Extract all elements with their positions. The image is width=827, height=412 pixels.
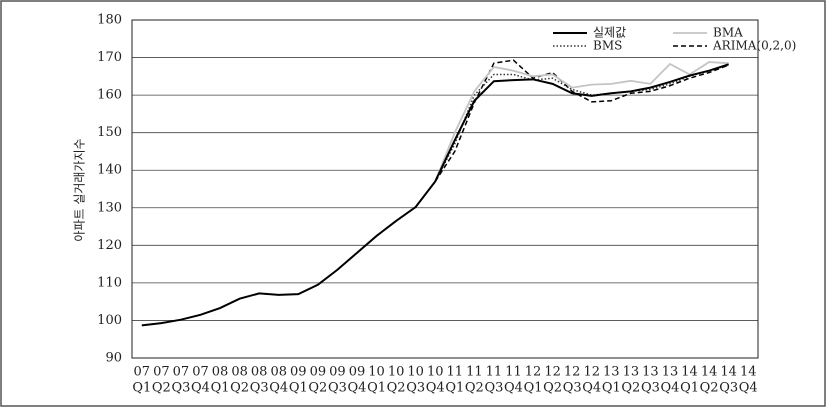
x-tick-label: Q3 xyxy=(719,381,738,396)
x-tick-label: 09 xyxy=(329,365,346,380)
x-tick-label: 12 xyxy=(564,365,581,380)
x-tick-label: 07 xyxy=(173,365,190,380)
x-tick-label: 14 xyxy=(681,365,698,380)
legend-label: ARIMA(0,2,0) xyxy=(712,39,796,53)
x-tick-label: 14 xyxy=(701,365,718,380)
x-tick-label: 13 xyxy=(623,365,640,380)
series-line xyxy=(434,64,729,182)
x-tick-label: 08 xyxy=(251,365,268,380)
x-tick-label: Q2 xyxy=(152,381,171,396)
y-tick-label: 140 xyxy=(97,163,122,178)
x-tick-label: 08 xyxy=(270,365,287,380)
series-line xyxy=(141,63,729,327)
x-tick-label: 12 xyxy=(525,365,542,380)
x-tick-label: Q4 xyxy=(426,381,445,396)
x-tick-label: Q2 xyxy=(465,381,484,396)
x-tick-label: Q4 xyxy=(191,381,210,396)
x-tick-label: Q2 xyxy=(308,381,327,396)
x-tick-label: 08 xyxy=(212,365,229,380)
series-line xyxy=(434,61,729,182)
x-tick-label: 10 xyxy=(427,365,444,380)
x-tick-label: 10 xyxy=(368,365,385,380)
x-tick-label: 10 xyxy=(388,365,405,380)
x-tick-label: 07 xyxy=(192,365,209,380)
y-tick-label: 180 xyxy=(97,13,122,28)
legend-label: BMA xyxy=(713,26,743,40)
x-tick-label: Q1 xyxy=(445,381,464,396)
y-tick-label: 110 xyxy=(97,275,122,290)
x-tick-label: Q3 xyxy=(328,381,347,396)
x-tick-label: Q1 xyxy=(524,381,543,396)
legend-label: 실제값 xyxy=(593,26,626,40)
y-tick-label: 160 xyxy=(97,88,122,103)
x-tick-label: Q1 xyxy=(602,381,621,396)
x-tick-label: Q1 xyxy=(289,381,308,396)
x-tick-label: Q3 xyxy=(563,381,582,396)
x-tick-label: 07 xyxy=(134,365,151,380)
x-tick-label: Q4 xyxy=(504,381,523,396)
legend-label: BMS xyxy=(593,39,622,53)
y-tick-label: 170 xyxy=(97,50,122,65)
x-tick-label: 13 xyxy=(603,365,620,380)
y-tick-label: 90 xyxy=(105,351,122,366)
x-tick-label: Q3 xyxy=(250,381,269,396)
x-tick-label: 09 xyxy=(349,365,366,380)
x-tick-label: Q4 xyxy=(348,381,367,396)
y-tick-label: 150 xyxy=(97,125,122,140)
x-tick-label: 14 xyxy=(740,365,757,380)
x-tick-label: Q3 xyxy=(641,381,660,396)
x-tick-label: Q2 xyxy=(387,381,406,396)
x-tick-label: Q3 xyxy=(406,381,425,396)
x-tick-label: Q4 xyxy=(582,381,601,396)
x-tick-label: Q2 xyxy=(543,381,562,396)
x-tick-label: 12 xyxy=(583,365,600,380)
x-tick-label: 11 xyxy=(486,365,503,380)
x-tick-label: Q4 xyxy=(269,381,288,396)
x-tick-label: Q3 xyxy=(171,381,190,396)
x-tick-label: 13 xyxy=(642,365,659,380)
x-tick-label: 07 xyxy=(153,365,170,380)
y-tick-label: 100 xyxy=(97,313,122,328)
x-tick-label: 14 xyxy=(720,365,737,380)
x-tick-label: 13 xyxy=(662,365,679,380)
y-tick-label: 130 xyxy=(97,200,122,215)
x-tick-label: 10 xyxy=(407,365,424,380)
x-tick-label: 11 xyxy=(505,365,522,380)
x-tick-label: Q3 xyxy=(484,381,503,396)
x-tick-label: Q1 xyxy=(680,381,699,396)
x-tick-label: 11 xyxy=(447,365,464,380)
x-tick-label: Q2 xyxy=(621,381,640,396)
x-tick-label: 08 xyxy=(231,365,248,380)
x-tick-label: Q4 xyxy=(661,381,680,396)
x-tick-label: Q1 xyxy=(367,381,386,396)
x-tick-label: Q2 xyxy=(700,381,719,396)
y-tick-label: 120 xyxy=(97,238,122,253)
y-axis-label: 아파트 실거래가지수 xyxy=(73,138,87,241)
x-tick-label: Q1 xyxy=(211,381,230,396)
x-tick-label: 09 xyxy=(290,365,307,380)
plot-frame xyxy=(131,19,759,359)
x-tick-label: 12 xyxy=(544,365,561,380)
x-tick-label: Q2 xyxy=(230,381,249,396)
x-tick-label: 11 xyxy=(466,365,483,380)
x-tick-label: Q4 xyxy=(739,381,758,396)
x-tick-label: Q1 xyxy=(132,381,151,396)
series-line xyxy=(434,59,729,182)
x-tick-label: 09 xyxy=(310,365,327,380)
